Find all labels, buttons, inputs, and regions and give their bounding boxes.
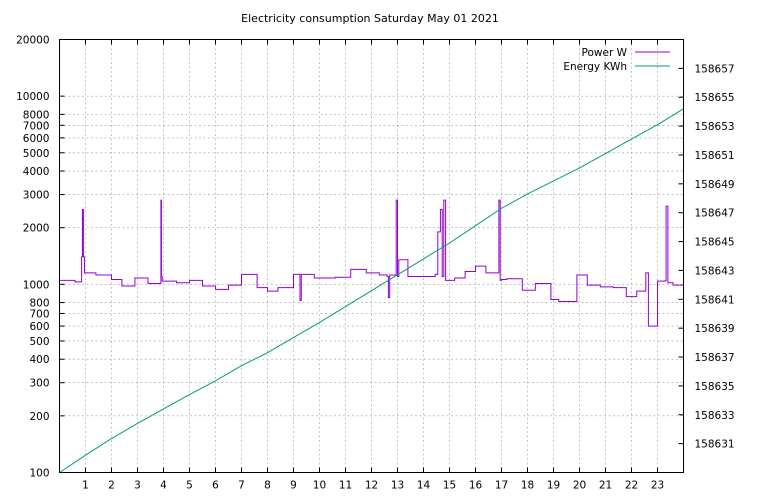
x-tick-label: 23 — [651, 480, 664, 492]
y-left-tick-label: 7000 — [23, 120, 50, 132]
y-left-tick-label: 300 — [29, 378, 49, 390]
y-right-tick-label: 158641 — [695, 294, 735, 306]
y-right-tick-label: 158653 — [695, 121, 735, 133]
y-left-tick-label: 2000 — [23, 223, 50, 235]
y-right-tick-label: 158645 — [695, 237, 735, 249]
y-left-tick-label: 4000 — [23, 166, 50, 178]
x-tick-label: 5 — [186, 480, 193, 492]
y-right-tick-label: 158651 — [695, 150, 735, 162]
x-tick-label: 4 — [160, 480, 167, 492]
x-tick-label: 15 — [443, 480, 456, 492]
y-left-tick-label: 3000 — [23, 190, 50, 202]
x-tick-label: 12 — [365, 480, 378, 492]
plot-frame — [59, 39, 684, 473]
y-right-tick-label: 158643 — [695, 265, 735, 277]
axis-ticks: 1 2 3 4 5 6 7 8 9 10 11 12 13 14 15 16 17 18 19 20 21 22 23100… — [16, 35, 735, 492]
y-left-tick-label: 700 — [29, 308, 49, 320]
series-line-power-w — [59, 199, 684, 327]
x-tick-label: 8 — [264, 480, 271, 492]
x-tick-label: 17 — [495, 480, 508, 492]
y-right-tick-label: 158635 — [695, 381, 735, 393]
series-layer — [59, 108, 684, 473]
x-tick-label: 10 — [313, 480, 326, 492]
y-left-tick-label: 10000 — [16, 91, 49, 103]
x-tick-label: 20 — [573, 480, 586, 492]
x-tick-label: 19 — [547, 480, 560, 492]
y-left-tick-label: 600 — [29, 321, 49, 333]
y-left-tick-label: 100 — [29, 468, 49, 480]
y-left-tick-label: 800 — [29, 298, 49, 310]
y-right-tick-label: 158637 — [695, 352, 735, 364]
x-tick-label: 7 — [238, 480, 245, 492]
x-tick-label: 1 — [82, 480, 89, 492]
legend: Power W Energy KWh — [563, 47, 670, 73]
y-left-tick-label: 20000 — [16, 35, 49, 47]
x-tick-label: 18 — [521, 480, 534, 492]
legend-label-energy-kwh: Energy KWh — [563, 61, 627, 73]
y-right-tick-label: 158631 — [695, 439, 735, 451]
y-right-tick-label: 158633 — [695, 410, 735, 422]
x-tick-label: 13 — [391, 480, 404, 492]
y-left-tick-label: 500 — [29, 336, 49, 348]
series-line-energy-kwh — [59, 108, 684, 473]
x-tick-label: 22 — [625, 480, 638, 492]
y-left-tick-label: 200 — [29, 411, 49, 423]
x-tick-label: 6 — [212, 480, 219, 492]
y-right-tick-label: 158655 — [695, 92, 735, 104]
y-left-tick-label: 5000 — [23, 148, 50, 160]
y-left-tick-label: 8000 — [23, 109, 50, 121]
y-right-tick-label: 158657 — [695, 63, 735, 75]
y-right-tick-label: 158649 — [695, 179, 735, 191]
x-tick-label: 16 — [469, 480, 483, 492]
x-tick-label: 9 — [290, 480, 297, 492]
grid — [59, 39, 684, 473]
y-left-tick-label: 1000 — [23, 279, 50, 291]
chart-title: Electricity consumption Saturday May 01 … — [241, 12, 499, 25]
x-tick-label: 2 — [108, 480, 115, 492]
x-tick-label: 14 — [417, 480, 431, 492]
x-tick-label: 21 — [599, 480, 612, 492]
y-right-tick-label: 158639 — [695, 323, 735, 335]
y-left-tick-label: 6000 — [23, 133, 50, 145]
x-tick-label: 11 — [339, 480, 352, 492]
y-left-tick-label: 400 — [29, 354, 49, 366]
x-tick-label: 3 — [134, 480, 141, 492]
legend-label-power-w: Power W — [582, 47, 628, 59]
y-right-tick-label: 158647 — [695, 208, 735, 220]
